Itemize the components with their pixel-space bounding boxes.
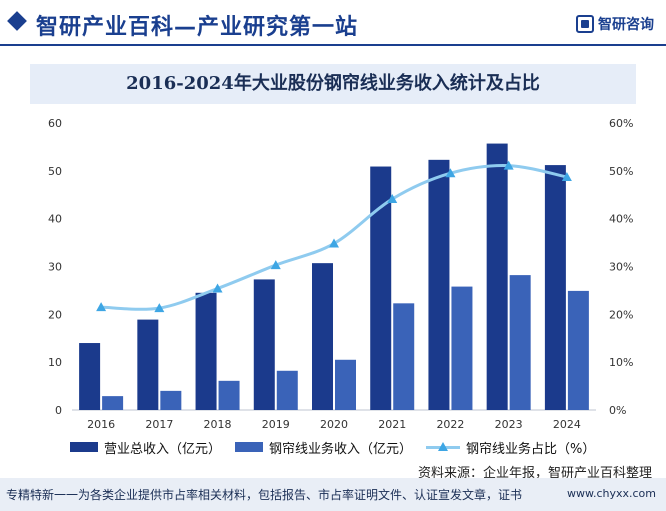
share-point	[329, 238, 339, 248]
source-note: 资料来源：企业年报，智研产业百科整理	[417, 466, 652, 481]
x-tick-label: 2016	[87, 418, 115, 431]
x-tick-label: 2017	[145, 418, 173, 431]
bar-steel-cord	[276, 370, 298, 410]
share-point	[212, 283, 223, 293]
legend-item-steel-cord: 钢帘线业务收入（亿元）	[235, 438, 412, 457]
header-divider	[0, 44, 666, 46]
y-left-tick-label: 0	[55, 404, 62, 417]
x-tick-label: 2019	[262, 418, 290, 431]
y-right-tick-label: 50%	[609, 165, 633, 178]
legend-label-steel-cord: 钢帘线业务收入（亿元）	[269, 441, 413, 457]
legend-item-revenue: 营业总收入（亿元）	[70, 438, 221, 457]
bar-steel-cord	[393, 303, 415, 410]
brand-logo[interactable]: 智研咨询	[576, 14, 654, 34]
share-point	[154, 303, 165, 313]
share-point	[503, 160, 514, 170]
legend-swatch-share	[426, 442, 461, 452]
bar-revenue	[195, 292, 217, 410]
site-title: 智研产业百科—产业研究第一站	[36, 15, 359, 40]
bar-steel-cord	[160, 390, 182, 410]
bar-revenue	[137, 319, 159, 410]
bar-steel-cord	[102, 396, 124, 410]
bar-revenue	[253, 279, 275, 410]
share-point	[561, 172, 572, 182]
footer-url[interactable]: www.chyxx.com	[566, 487, 656, 500]
legend-label-revenue: 营业总收入（亿元）	[104, 441, 222, 457]
bar-revenue	[370, 166, 392, 410]
y-left-tick-label: 20	[48, 308, 62, 321]
chart-title: 2016-2024年大业股份钢帘线业务收入统计及占比	[126, 73, 540, 94]
y-left-tick-label: 60	[48, 117, 62, 130]
footer-slogan: 专精特新一一为各类企业提供市占率相关材料，包括报告、市占率证明文件、认证宣发文章…	[6, 488, 523, 502]
logo-icon	[576, 15, 594, 33]
x-tick-label: 2024	[553, 418, 581, 431]
legend-item-share: 钢帘线业务占比（%）	[426, 438, 595, 457]
bar-steel-cord	[451, 286, 473, 410]
y-left-tick-label: 30	[48, 261, 62, 274]
x-tick-label: 2021	[378, 418, 406, 431]
bar-revenue	[312, 263, 333, 410]
page-footer: 专精特新一一为各类企业提供市占率相关材料，包括报告、市占率证明文件、认证宣发文章…	[0, 478, 666, 511]
x-tick-label: 2020	[320, 418, 348, 431]
bar-steel-cord	[509, 275, 531, 410]
x-tick-label: 2018	[204, 418, 232, 431]
page-header: 智研产业百科—产业研究第一站 智研咨询	[0, 0, 666, 48]
legend-swatch-revenue	[70, 442, 98, 452]
chart-legend: 营业总收入（亿元） 钢帘线业务收入（亿元） 钢帘线业务占比（%）	[70, 437, 609, 457]
x-tick-label: 2022	[436, 418, 464, 431]
chart-title-band: 2016-2024年大业股份钢帘线业务收入统计及占比	[30, 64, 636, 104]
y-left-tick-label: 40	[48, 213, 62, 226]
logo-text: 智研咨询	[598, 17, 654, 33]
y-right-tick-label: 0%	[609, 404, 626, 417]
bar-revenue	[79, 343, 101, 410]
y-right-tick-label: 40%	[609, 213, 633, 226]
bar-steel-cord	[218, 380, 240, 410]
y-right-tick-label: 60%	[609, 117, 633, 130]
bar-steel-cord	[335, 359, 356, 410]
share-point	[96, 302, 107, 312]
bar-revenue	[486, 143, 508, 410]
chart-plot: 0 10 20 30 40 50 60 0% 10% 20% 30% 40% 50% 60% 2016 201…	[48, 117, 633, 431]
y-right-tick-label: 20%	[609, 308, 633, 321]
share-point	[387, 194, 398, 204]
legend-swatch-steel-cord	[235, 442, 264, 452]
legend-label-share: 钢帘线业务占比（%）	[466, 441, 596, 457]
y-left-tick-label: 50	[48, 165, 62, 178]
share-point	[445, 168, 456, 178]
y-left-tick-label: 10	[48, 356, 62, 369]
y-right-tick-label: 30%	[609, 261, 633, 274]
x-tick-label: 2023	[495, 418, 523, 431]
bar-revenue	[544, 165, 566, 410]
share-point	[270, 260, 281, 270]
bar-revenue	[428, 159, 450, 410]
y-right-tick-label: 10%	[609, 356, 633, 369]
bar-steel-cord	[567, 290, 589, 410]
